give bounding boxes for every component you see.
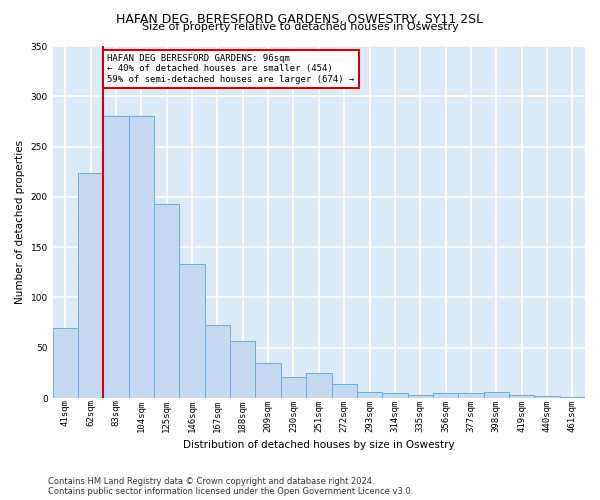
Bar [256,363,281,398]
Text: Size of property relative to detached houses in Oswestry: Size of property relative to detached ho… [142,22,458,32]
Bar [78,172,103,398]
Bar [332,384,357,398]
Text: Contains HM Land Registry data © Crown copyright and database right 2024.
Contai: Contains HM Land Registry data © Crown c… [48,476,413,496]
Bar [382,393,407,398]
Bar [129,116,154,398]
Bar [53,328,78,398]
Bar [560,397,585,398]
Bar [230,340,256,398]
Bar [407,395,433,398]
Bar [535,396,560,398]
Bar [484,392,509,398]
Bar [357,392,382,398]
Bar [281,377,306,398]
Bar [433,393,458,398]
X-axis label: Distribution of detached houses by size in Oswestry: Distribution of detached houses by size … [183,440,455,450]
Y-axis label: Number of detached properties: Number of detached properties [15,140,25,304]
Bar [306,373,332,398]
Text: HAFAN DEG BERESFORD GARDENS: 96sqm
← 40% of detached houses are smaller (454)
59: HAFAN DEG BERESFORD GARDENS: 96sqm ← 40%… [107,54,355,84]
Bar [103,116,129,398]
Bar [179,264,205,398]
Bar [154,204,179,398]
Bar [509,395,535,398]
Text: HAFAN DEG, BERESFORD GARDENS, OSWESTRY, SY11 2SL: HAFAN DEG, BERESFORD GARDENS, OSWESTRY, … [116,12,484,26]
Bar [458,393,484,398]
Bar [205,324,230,398]
